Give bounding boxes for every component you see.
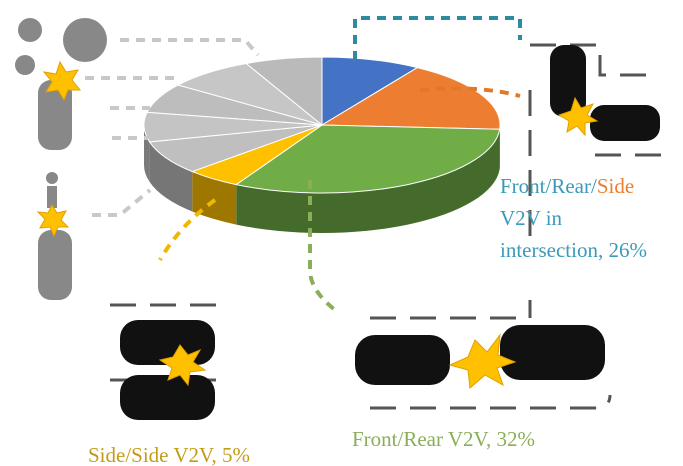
- leaders: [85, 16, 522, 312]
- pie-slice: [320, 67, 501, 130]
- leader-orange: [419, 86, 521, 98]
- leader-gray: [92, 188, 152, 217]
- car: [550, 45, 586, 117]
- leader-green: [308, 180, 337, 312]
- bike: [15, 55, 35, 75]
- pie-slice: [148, 124, 323, 173]
- pie-slice: [176, 62, 323, 126]
- annotation: intersection, 26%: [500, 238, 647, 262]
- pie-wall: [236, 129, 500, 233]
- pie-tops: [143, 56, 501, 194]
- tree: [63, 18, 107, 62]
- annotation-part: Front/Rear/: [500, 174, 597, 198]
- pie-wall: [149, 141, 193, 212]
- car: [355, 335, 450, 385]
- annotation-part: Side: [597, 174, 634, 198]
- car: [120, 375, 215, 420]
- leader-gray: [120, 38, 260, 57]
- pie-slice: [235, 124, 501, 194]
- pedestrian: [47, 186, 57, 208]
- car: [500, 325, 605, 380]
- leader-blue: [353, 16, 522, 60]
- annotation: Front/Rear/Side: [500, 174, 634, 198]
- icons: [15, 18, 665, 420]
- annotation: Side/Side V2V, 5%: [88, 443, 250, 466]
- car: [590, 105, 660, 141]
- crash-stars: [36, 60, 599, 390]
- annotation: V2V in: [500, 206, 563, 230]
- pie-slice: [321, 56, 419, 126]
- leader-yellow: [158, 198, 217, 261]
- pie-slice: [245, 56, 323, 127]
- annotation: Front/Rear V2V, 32%: [352, 427, 535, 451]
- car: [38, 230, 72, 300]
- dog: [18, 18, 42, 42]
- pedestrian: [46, 172, 58, 184]
- labels: Front/Rear/Side V2V in intersection, 26% Fr…: [88, 174, 647, 466]
